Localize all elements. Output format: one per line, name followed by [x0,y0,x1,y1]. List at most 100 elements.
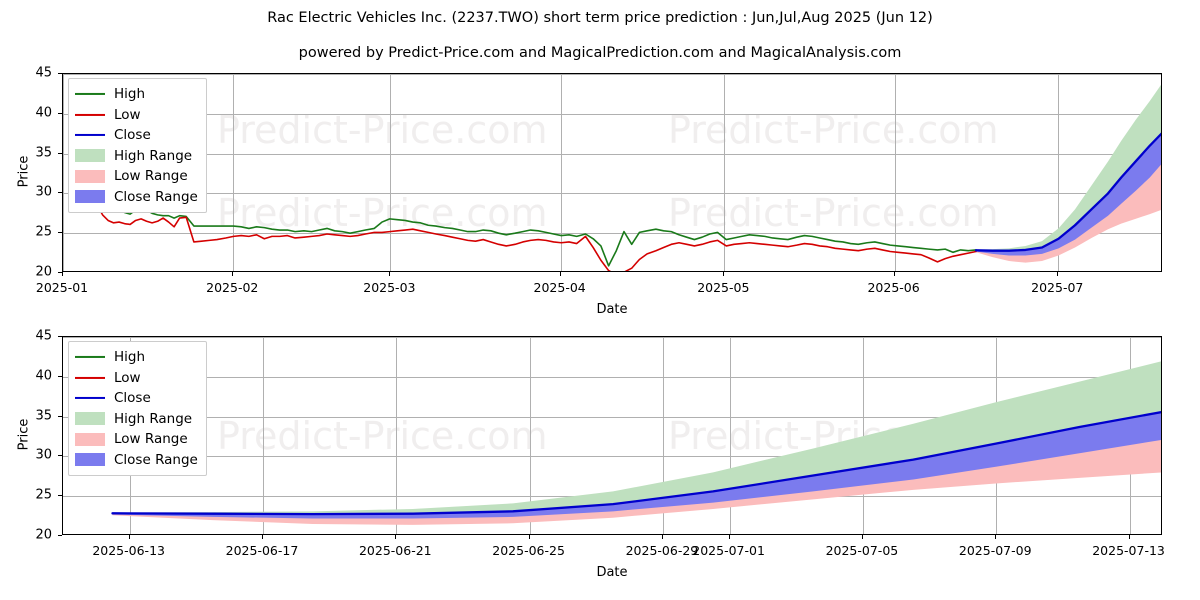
legend-label: Close Range [114,188,198,205]
y-tick-mark [58,455,62,457]
y-tick-mark [58,336,62,337]
legend-swatch-high-icon [75,87,105,101]
x-tick-label: 2025-07 [1031,280,1084,295]
y-tick-mark [58,495,62,497]
grid-line-vertical [529,337,531,534]
grid-line-vertical [390,74,392,271]
x-tick-label: 2025-06-21 [358,543,432,558]
legend-label: Close [114,390,151,407]
x-tick-label: 2025-06-25 [492,543,565,558]
grid-line-horizontal [63,233,1161,235]
x-tick-mark [723,272,725,276]
x-tick-mark [728,535,730,539]
legend-label: Low [114,369,141,386]
grid-line-horizontal [63,113,1161,115]
x-tick-label: 2025-03 [363,280,416,295]
legend-label: High Range [114,147,193,164]
y-tick-label: 30 [35,184,52,200]
x-tick-label: 2025-06 [867,280,920,295]
y-tick-mark [58,73,62,74]
y-tick-mark [58,272,62,273]
legend-item-close[interactable]: Close [75,388,198,409]
y-tick-mark [58,375,62,377]
line-high [97,178,977,267]
y-tick-mark [58,112,62,114]
grid-line-horizontal [63,153,1161,155]
legend-label: Low Range [114,431,188,448]
y-tick-label: 35 [35,145,52,161]
x-tick-label: 2025-06-17 [225,543,299,558]
legend-item-close-range[interactable]: Close Range [75,187,198,208]
grid-line-vertical [233,74,235,271]
page-title: Rac Electric Vehicles Inc. (2237.TWO) sh… [267,10,933,26]
legend-item-low[interactable]: Low [75,368,198,389]
line-close [111,411,1161,516]
legend-item-low-range[interactable]: Low Range [75,166,198,187]
x-tick-mark [261,535,263,539]
y-tick-label: 35 [35,408,52,424]
grid-line-horizontal [63,376,1161,378]
legend-swatch-low-range-icon [75,432,105,446]
legend-label: Close Range [114,451,198,468]
y-tick-label: 45 [35,328,52,344]
top-x-axis-title: Date [596,302,628,317]
bottom-series-layer [111,361,1161,525]
y-tick-mark [58,152,62,154]
x-tick-mark [861,535,863,539]
legend-item-low-range[interactable]: Low Range [75,429,198,450]
x-tick-mark [389,272,391,276]
legend-swatch-high-range-icon [75,149,105,163]
band-high-range [112,361,1161,515]
x-tick-label: 2025-07-01 [692,543,765,558]
legend-item-close-range[interactable]: Close Range [75,450,198,471]
legend-label: Close [114,127,151,144]
y-tick-label: 20 [35,264,52,280]
grid-line-vertical [63,74,64,271]
x-tick-mark [893,272,895,276]
legend-item-high-range[interactable]: High Range [75,409,198,430]
legend-swatch-low-range-icon [75,169,105,183]
top-y-axis-title: Price [16,155,32,187]
grid-line-vertical [396,337,398,534]
x-tick-mark [1128,535,1130,539]
band-high-range [976,84,1161,254]
legend-swatch-low-icon [75,108,105,122]
legend-swatch-high-icon [75,350,105,364]
legend-swatch-close-range-icon [75,453,105,467]
legend-item-high-range[interactable]: High Range [75,146,198,167]
legend-swatch-low-icon [75,371,105,385]
bottom-y-axis-title: Price [16,418,32,450]
grid-line-vertical [662,337,664,534]
legend-item-high[interactable]: High [75,84,198,105]
page-subtitle: powered by Predict-Price.com and Magical… [298,45,902,61]
y-tick-label: 40 [35,368,52,384]
x-tick-label: 2025-05 [697,280,750,295]
legend-swatch-close-icon [75,391,105,405]
legend-item-close[interactable]: Close [75,125,198,146]
legend-item-high[interactable]: High [75,347,198,368]
x-tick-mark [128,535,130,539]
y-tick-mark [58,415,62,417]
grid-line-vertical [560,74,562,271]
x-tick-mark [528,535,530,539]
y-tick-mark [58,535,62,536]
grid-line-vertical [262,337,264,534]
grid-line-vertical [1058,74,1060,271]
top-plot-area: Predict-Price.com Predict-Price.com Predic… [62,73,1162,272]
line-low [97,206,977,271]
legend-swatch-high-range-icon [75,412,105,426]
grid-line-vertical [894,74,896,271]
legend-item-low[interactable]: Low [75,105,198,126]
x-tick-label: 2025-06-29 [625,543,699,558]
legend-label: Low [114,106,141,123]
grid-line-vertical [729,337,731,534]
x-tick-label: 2025-07-13 [1092,543,1165,558]
y-tick-label: 25 [35,487,52,503]
x-tick-label: 2025-06-13 [92,543,165,558]
x-tick-label: 2025-07-05 [825,543,899,558]
x-tick-label: 2025-07-09 [958,543,1032,558]
grid-line-horizontal [63,416,1161,418]
legend-label: High [114,86,146,103]
x-tick-mark [62,272,63,276]
